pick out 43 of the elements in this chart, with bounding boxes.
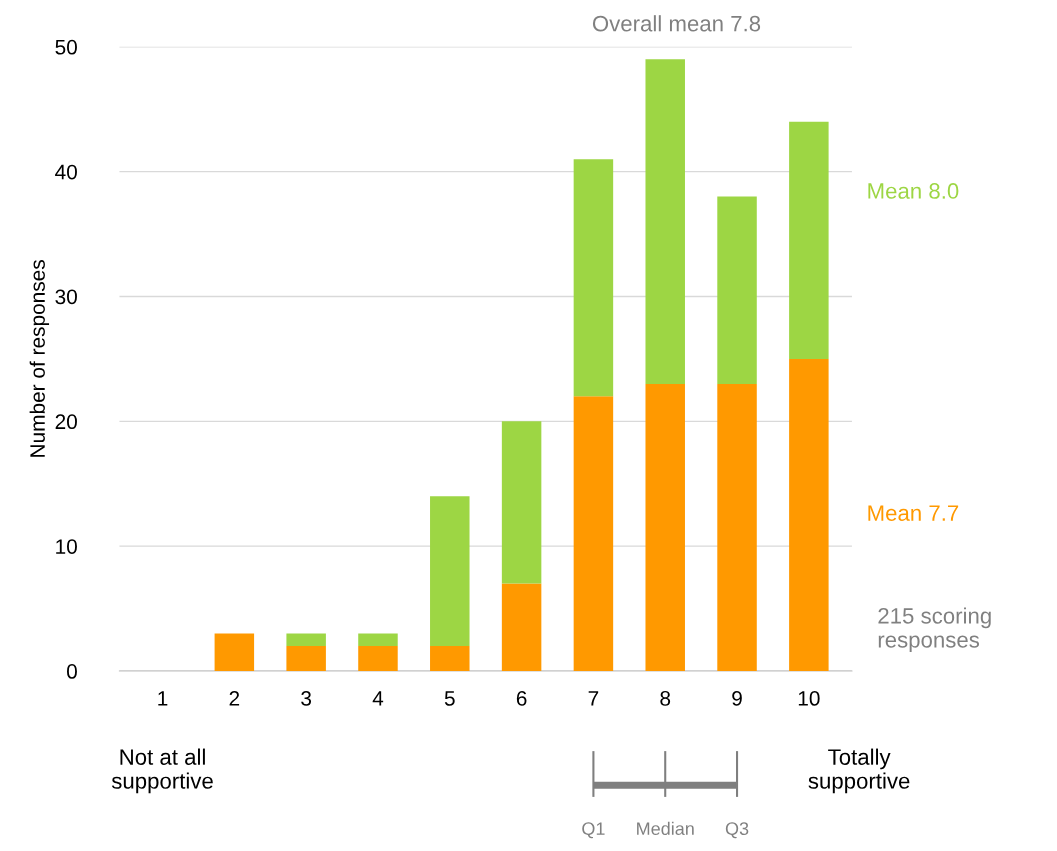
x-tick-label: 10 (798, 691, 820, 706)
x-tick-label: 2 (229, 691, 240, 706)
x-tick-label: 7 (588, 691, 599, 706)
y-tick-label: 30 (55, 289, 77, 305)
bar (501, 421, 542, 584)
x-tick-label: 3 (301, 691, 312, 706)
bar (358, 646, 398, 672)
bar (573, 159, 614, 397)
bar (717, 196, 757, 384)
bar (645, 383, 685, 672)
y-tick-label: 0 (67, 664, 77, 679)
text: Not at all supportive (111, 748, 213, 794)
bar (430, 496, 470, 647)
x-tick-label: 4 (372, 691, 384, 706)
text: Q1 (582, 822, 605, 839)
y-tick-label: 40 (55, 164, 77, 180)
text: Totally supportive (808, 748, 910, 794)
y-axis-title: Number of responses (29, 260, 50, 457)
bar (358, 633, 398, 647)
y-tick-label: 50 (55, 39, 77, 55)
series-label: Mean 7.7 (868, 505, 959, 521)
bar (286, 633, 326, 647)
bar (573, 396, 614, 672)
x-tick-label: 8 (660, 691, 671, 706)
text: Overall mean 7.8 (592, 15, 761, 32)
y-tick-label: 10 (56, 539, 77, 554)
bar (214, 633, 255, 672)
bar (789, 358, 829, 672)
text: Q3 (725, 822, 749, 839)
x-tick-label: 1 (158, 691, 168, 706)
x-tick-label: 9 (732, 691, 742, 706)
bar (501, 583, 542, 672)
x-tick-label: 5 (444, 691, 455, 706)
text: 215 scoring responses (878, 607, 991, 653)
bar (789, 121, 829, 359)
text: Median (637, 821, 694, 836)
x-tick-label: 6 (516, 691, 527, 706)
bar (717, 383, 757, 672)
bar (430, 646, 470, 672)
bar (645, 59, 685, 384)
series-label: Mean 8.0 (868, 183, 959, 199)
bar (286, 646, 326, 672)
y-tick-label: 20 (55, 414, 77, 430)
